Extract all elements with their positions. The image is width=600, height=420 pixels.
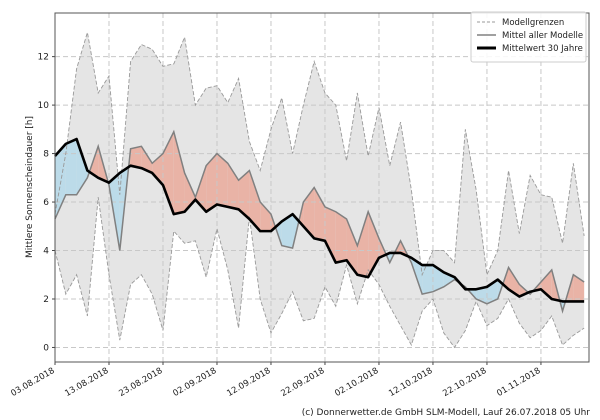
legend-label-model-mean: Mittel aller Modelle (502, 31, 583, 41)
above-climate-fill (141, 146, 153, 173)
above-climate-fill (162, 131, 174, 215)
climate-mean-line (54, 137, 585, 303)
above-climate-fill (346, 219, 358, 275)
above-climate-fill (303, 187, 315, 239)
legend-label-climate-mean: Mittelwert 30 Jahre (502, 44, 583, 54)
y-tick-label: 8 (43, 150, 49, 160)
x-tick-label: 12.10.2018 (387, 366, 434, 399)
series-lines (54, 32, 585, 349)
model-range-band (55, 32, 585, 348)
y-tick-label: 0 (43, 343, 49, 353)
x-tick-label: 13.08.2018 (63, 366, 110, 399)
upper-bound-line (54, 32, 585, 277)
above-climate-fill (227, 163, 239, 210)
model-mean-line (54, 129, 585, 314)
above-climate-fill (130, 146, 142, 169)
above-climate-fill (206, 153, 217, 212)
above-climate-fill (195, 165, 207, 212)
plot-frame (54, 12, 590, 363)
above-climate-fill (324, 206, 336, 263)
copyright-footer: (c) Donnerwetter.de GmbH SLM-Modell, Lau… (301, 408, 590, 418)
x-tick-label: 03.08.2018 (9, 366, 56, 399)
y-tick-label: 6 (43, 198, 49, 208)
x-tick-label: 23.08.2018 (117, 366, 164, 399)
above-climate-fill (508, 267, 520, 297)
above-climate-fill (238, 170, 250, 220)
below-climate-fill (443, 272, 455, 287)
above-climate-fill (249, 170, 261, 232)
y-axis-label: Mittlere Sonnenscheindauer [h] (25, 116, 35, 258)
above-climate-fill (314, 187, 325, 241)
below-climate-fill (65, 139, 77, 195)
legend: Modellgrenzen Mittel aller Modelle Mitte… (470, 11, 587, 63)
model-range-area (55, 32, 585, 348)
x-tick-label: 12.09.2018 (225, 366, 272, 399)
x-tick-label: 01.11.2018 (495, 366, 542, 399)
above-climate-fill (260, 202, 271, 232)
legend-label-bounds: Modellgrenzen (502, 18, 564, 28)
above-climate-fill (216, 153, 228, 207)
above-climate-fill (173, 131, 185, 215)
above-climate-fill (573, 274, 585, 302)
x-tick-label: 02.09.2018 (171, 366, 218, 399)
x-tick-label: 02.10.2018 (333, 366, 380, 399)
below-climate-fill (281, 214, 293, 249)
above-climate-fill (335, 211, 347, 263)
x-tick-label: 22.10.2018 (441, 366, 488, 399)
above-climate-fill (357, 211, 369, 278)
y-tick-label: 10 (38, 101, 50, 111)
y-tick-label: 2 (43, 295, 49, 305)
y-tick-label: 12 (38, 53, 49, 63)
x-tick-label: 22.09.2018 (279, 366, 326, 399)
below-climate-fill (422, 265, 433, 295)
y-tick-label: 4 (43, 247, 49, 257)
